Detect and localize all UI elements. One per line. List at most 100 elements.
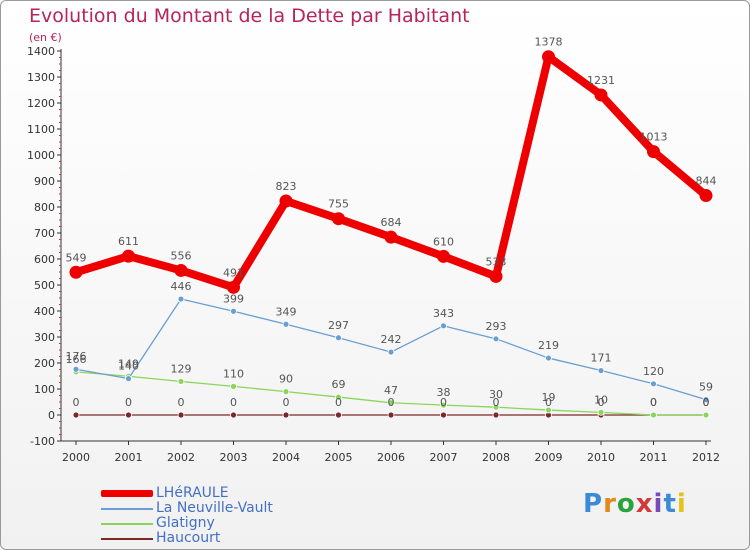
series-point-3 — [440, 411, 447, 419]
series-point-1 — [335, 334, 342, 342]
series-point-1 — [650, 380, 657, 388]
y-tick-label: 500 — [34, 279, 55, 292]
series-point-1 — [492, 335, 500, 343]
x-tick-label: 2006 — [377, 451, 405, 464]
data-label-0: 755 — [328, 198, 349, 211]
series-point-3 — [492, 411, 500, 419]
x-tick-label: 2011 — [640, 451, 668, 464]
y-tick-label: 900 — [34, 175, 55, 188]
series-point-1 — [702, 396, 710, 404]
data-label-0: 844 — [696, 175, 717, 188]
chart-title: Evolution du Montant de la Dette par Hab… — [29, 5, 470, 27]
series-point-3 — [125, 411, 132, 419]
y-tick-label: 100 — [34, 383, 55, 396]
y-tick-label: 800 — [34, 201, 55, 214]
series-point-2 — [545, 406, 552, 414]
series-point-1 — [125, 375, 132, 383]
x-tick-label: 2003 — [220, 451, 248, 464]
data-label-2: 30 — [489, 388, 503, 401]
data-label-2: 0 — [650, 396, 657, 409]
legend-item-haucourt: Haucourt — [101, 530, 401, 546]
series-point-0 — [279, 194, 293, 208]
series-point-2 — [177, 378, 185, 385]
data-label-0: 1378 — [535, 36, 563, 49]
x-tick-label: 2009 — [535, 451, 563, 464]
x-tick-label: 2005 — [325, 451, 353, 464]
data-label-2: 69 — [332, 378, 346, 391]
data-label-0: 533 — [486, 255, 507, 268]
data-label-0: 549 — [66, 251, 87, 264]
series-point-1 — [545, 354, 552, 362]
y-tick-label: 300 — [34, 331, 55, 344]
series-point-3 — [230, 411, 237, 419]
data-label-1: 59 — [699, 381, 713, 394]
legend-item-la-neuville-vault: La Neuville-Vault — [101, 500, 401, 516]
x-tick-label: 2001 — [115, 451, 143, 464]
data-label-1: 446 — [171, 280, 192, 293]
data-label-1: 171 — [591, 352, 612, 365]
series-point-0 — [122, 249, 135, 263]
data-label-2: 90 — [279, 373, 293, 386]
y-tick-label: 400 — [34, 305, 55, 318]
legend-swatch-la-neuville-vault — [101, 508, 153, 510]
legend-swatch-lheraule — [101, 490, 153, 497]
legend: LHéRAULE La Neuville-Vault Glatigny Hauc… — [101, 485, 401, 546]
data-label-3: 0 — [73, 396, 80, 409]
series-point-0 — [332, 212, 345, 226]
series-point-2 — [597, 408, 605, 416]
data-label-1: 140 — [118, 360, 139, 373]
x-tick-label: 2010 — [587, 451, 615, 464]
series-point-1 — [387, 348, 395, 356]
data-label-0: 684 — [381, 216, 402, 229]
series-point-0 — [489, 269, 503, 283]
data-label-1: 242 — [381, 333, 402, 346]
series-point-0 — [542, 50, 555, 64]
data-label-0: 1231 — [587, 74, 615, 87]
series-point-0 — [699, 189, 713, 203]
y-tick-label: 1100 — [27, 123, 55, 136]
series-point-2 — [440, 401, 447, 409]
data-label-2: 47 — [384, 384, 398, 397]
legend-swatch-haucourt — [101, 538, 153, 540]
proxiti-logo: Proxiti — [583, 489, 687, 519]
legend-item-lheraule: LHéRAULE — [101, 485, 401, 501]
y-tick-label: 1200 — [27, 97, 55, 110]
x-tick-label: 2000 — [62, 451, 90, 464]
data-label-1: 349 — [276, 305, 297, 318]
y-tick-label: 0 — [48, 409, 55, 422]
y-tick-label: 1000 — [27, 149, 55, 162]
data-label-3: 0 — [493, 396, 500, 409]
legend-swatch-glatigny — [101, 523, 153, 525]
data-label-2: 166 — [66, 353, 87, 366]
series-point-3 — [282, 411, 290, 419]
series-point-3 — [335, 411, 342, 419]
series-point-1 — [440, 322, 447, 330]
data-label-0: 1013 — [640, 131, 668, 144]
data-label-0: 556 — [171, 249, 192, 262]
data-label-0: 610 — [433, 235, 454, 248]
series-point-2 — [702, 411, 710, 419]
legend-label-glatigny: Glatigny — [156, 515, 215, 531]
data-label-3: 0 — [703, 396, 710, 409]
series-point-0 — [647, 145, 660, 159]
data-label-1: 120 — [643, 365, 664, 378]
series-point-3 — [177, 411, 185, 419]
data-label-2: 110 — [223, 367, 244, 380]
series-point-1 — [597, 367, 605, 374]
series-point-0 — [384, 230, 398, 244]
x-tick-label: 2007 — [430, 451, 458, 464]
data-label-2: 129 — [171, 362, 192, 375]
data-label-3: 0 — [545, 396, 552, 409]
legend-label-haucourt: Haucourt — [156, 530, 221, 546]
data-label-1: 343 — [433, 307, 454, 320]
series-point-1 — [72, 365, 80, 373]
series-point-2 — [230, 382, 237, 390]
x-tick-label: 2004 — [272, 451, 300, 464]
data-label-2: 38 — [437, 386, 451, 399]
data-label-3: 0 — [440, 396, 447, 409]
data-label-2: 0 — [703, 396, 710, 409]
data-label-1: 176 — [66, 350, 87, 363]
series-point-2 — [492, 403, 500, 411]
